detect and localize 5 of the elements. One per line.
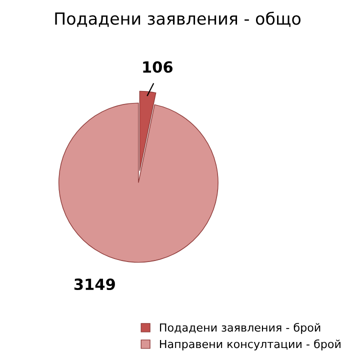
data-label: 3149 <box>74 278 115 290</box>
data-label: 106 <box>143 61 173 73</box>
chart-title: Подадени заявления - общо <box>55 12 301 27</box>
legend-label: Подадени заявления - брой <box>160 322 320 334</box>
legend-label: Направени консултации - брой <box>160 339 340 350</box>
